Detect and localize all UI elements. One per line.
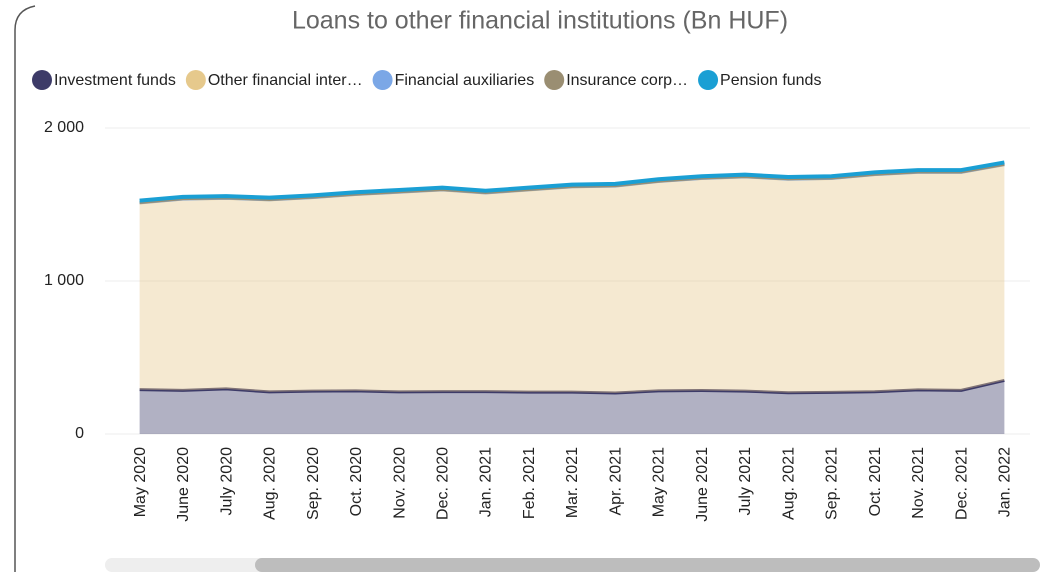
x-tick-label: Feb. 2021 — [521, 447, 538, 519]
legend-swatch[interactable] — [544, 70, 565, 90]
x-tick-label: Nov. 2020 — [391, 447, 408, 519]
x-tick-label: Oct. 2021 — [867, 447, 884, 516]
x-tick-label: Sep. 2021 — [824, 447, 841, 520]
x-tick-label: Apr. 2021 — [607, 447, 624, 516]
area — [139, 164, 1005, 393]
x-tick-label: Sep. 2020 — [305, 447, 322, 520]
y-tick-label: 1 000 — [44, 272, 84, 289]
x-tick-label: June 2021 — [694, 447, 711, 522]
x-tick-label: Nov. 2021 — [910, 447, 927, 519]
legend-label[interactable]: Insurance corp… — [566, 72, 688, 89]
x-tick-label: Dec. 2021 — [953, 447, 970, 520]
x-tick-label: Jan. 2021 — [478, 447, 495, 517]
x-tick-label: July 2021 — [737, 447, 754, 516]
card-border — [14, 5, 36, 572]
x-tick-label: Mar. 2021 — [564, 447, 581, 518]
area-line — [139, 160, 1005, 203]
x-tick-label: Aug. 2020 — [262, 447, 279, 520]
x-tick-label: Jan. 2022 — [997, 447, 1014, 517]
x-tick-label: Aug. 2021 — [780, 447, 797, 520]
legend-label[interactable]: Financial auxiliaries — [395, 72, 535, 89]
y-tick-label: 0 — [75, 425, 84, 442]
x-tick-label: May 2021 — [651, 447, 668, 517]
area-line — [139, 378, 1005, 395]
legend-swatch[interactable] — [185, 70, 206, 90]
x-tick-label: May 2020 — [132, 447, 149, 517]
legend-label[interactable]: Other financial inter… — [208, 72, 363, 89]
x-tick-label: Dec. 2020 — [435, 447, 452, 520]
y-tick-label: 2 000 — [44, 119, 84, 136]
legend-swatch[interactable] — [32, 70, 52, 90]
legend-swatch[interactable] — [698, 70, 719, 90]
legend-swatch[interactable] — [372, 70, 393, 90]
x-tick-label: July 2020 — [218, 447, 235, 516]
x-tick-label: Oct. 2020 — [348, 447, 365, 516]
legend-label[interactable]: Investment funds — [54, 72, 176, 89]
chart-title: Loans to other financial institutions (B… — [292, 7, 788, 35]
legend-label[interactable]: Pension funds — [720, 72, 821, 89]
scrollbar-thumb[interactable] — [255, 558, 1040, 572]
x-tick-label: June 2020 — [175, 447, 192, 522]
